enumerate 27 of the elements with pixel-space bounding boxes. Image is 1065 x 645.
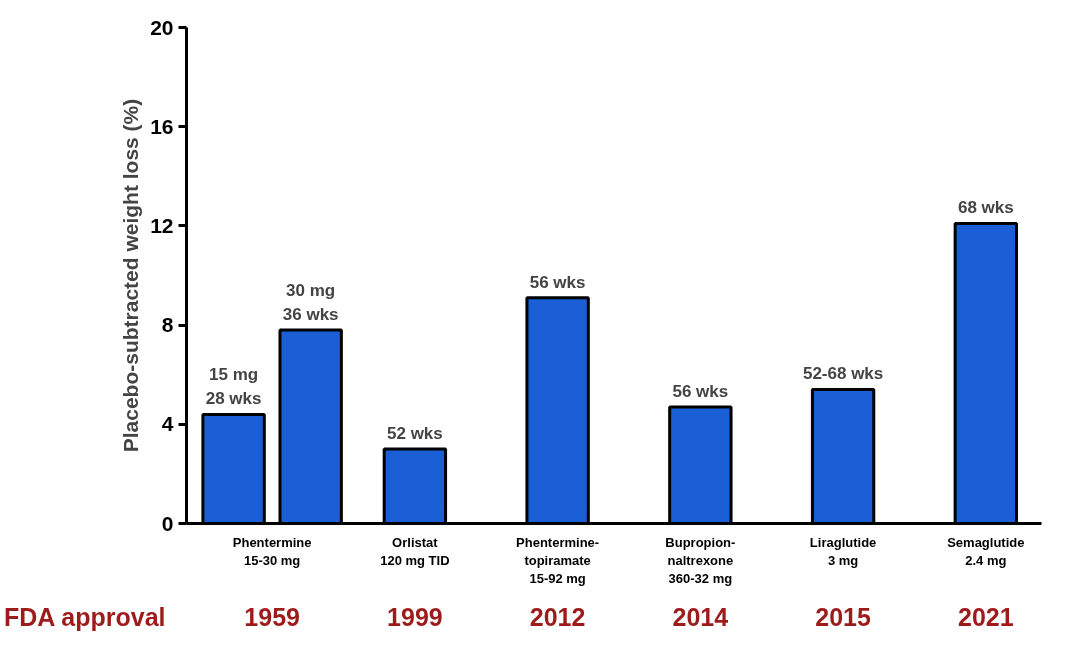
y-tick-label: 0 — [161, 511, 174, 535]
annotation: 52 wks — [387, 423, 443, 443]
text: 2021 — [958, 603, 1014, 632]
y-tick-label: 4 — [161, 412, 174, 436]
y-axis-title: Placebo-subtracted weight loss (%) — [119, 98, 143, 453]
annotation: 68 wks — [957, 198, 1014, 218]
annotation: 15 mg 28 wks — [205, 365, 262, 409]
text: 2015 — [815, 603, 871, 632]
x-tick-label: Phentermine- topiramate 15-92 mg — [516, 534, 600, 586]
x-tick-label: Liraglutide 3 mg — [809, 534, 877, 568]
x-tick-label: Bupropion- naltrexone 360-32 mg — [665, 534, 736, 586]
y-tick-label: 16 — [150, 114, 174, 138]
text: 2012 — [529, 603, 586, 632]
text: 1999 — [387, 603, 443, 632]
text: 1959 — [244, 603, 300, 632]
x-tick-label: Semaglutide 2.4 mg — [947, 534, 1025, 568]
text: FDA approval — [3, 603, 166, 632]
annotation: 52-68 wks — [802, 364, 884, 384]
annotation: 56 wks — [672, 381, 729, 401]
annotation: 30 mg 36 wks — [282, 281, 339, 324]
y-tick-label: 20 — [150, 15, 174, 39]
annotation: 56 wks — [529, 272, 586, 292]
y-tick-label: 8 — [161, 313, 174, 337]
x-tick-label: Phentermine 15-30 mg — [232, 534, 312, 568]
text: 2014 — [672, 603, 729, 632]
x-tick-label: Orlistat 120 mg TID — [380, 534, 450, 568]
y-tick-label: 12 — [150, 213, 174, 237]
